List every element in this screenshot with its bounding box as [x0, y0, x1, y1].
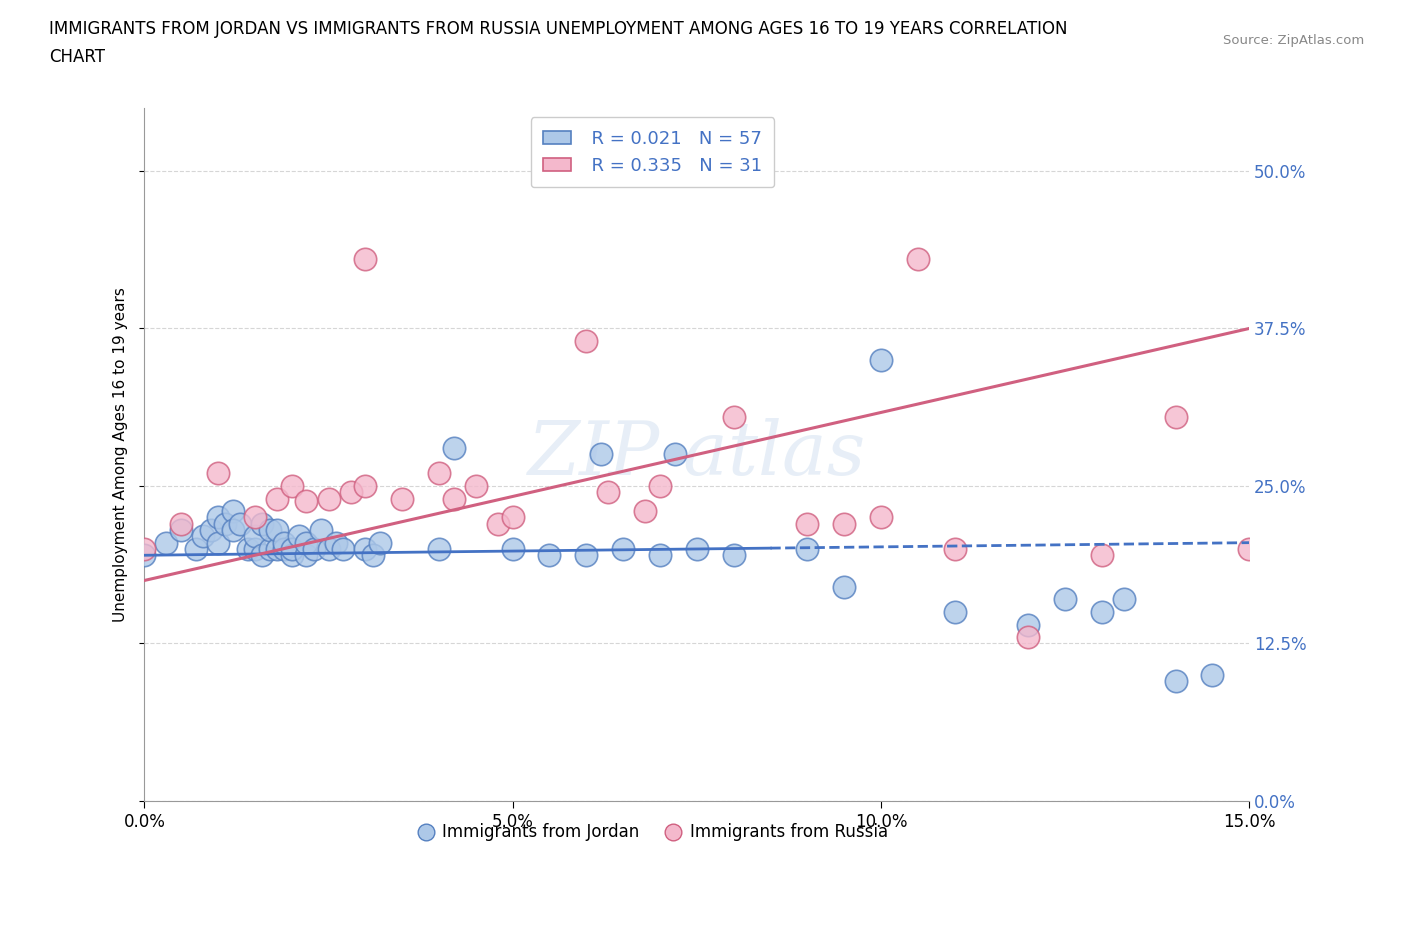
Point: [354, 252, 377, 267]
Point: [295, 494, 318, 509]
Point: [309, 523, 332, 538]
Point: [207, 536, 229, 551]
Point: [266, 541, 288, 556]
Point: [1017, 618, 1039, 632]
Point: [252, 548, 274, 563]
Point: [870, 510, 893, 525]
Text: IMMIGRANTS FROM JORDAN VS IMMIGRANTS FROM RUSSIA UNEMPLOYMENT AMONG AGES 16 TO 1: IMMIGRANTS FROM JORDAN VS IMMIGRANTS FRO…: [49, 20, 1067, 38]
Point: [193, 529, 215, 544]
Point: [598, 485, 620, 499]
Point: [155, 536, 177, 551]
Point: [538, 548, 561, 563]
Point: [318, 541, 340, 556]
Point: [134, 548, 156, 563]
Point: [170, 516, 193, 531]
Point: [1053, 591, 1076, 606]
Point: [686, 541, 709, 556]
Point: [575, 334, 598, 349]
Point: [288, 529, 311, 544]
Point: [332, 541, 354, 556]
Point: [280, 548, 302, 563]
Point: [252, 516, 274, 531]
Point: [170, 523, 193, 538]
Point: [1164, 674, 1187, 689]
Point: [648, 479, 671, 494]
Point: [612, 541, 634, 556]
Point: [200, 523, 222, 538]
Point: [325, 536, 347, 551]
Point: [243, 510, 266, 525]
Point: [222, 504, 245, 519]
Point: [464, 479, 486, 494]
Point: [796, 516, 818, 531]
Point: [870, 352, 893, 367]
Point: [243, 541, 266, 556]
Point: [1201, 668, 1223, 683]
Point: [368, 536, 391, 551]
Point: [236, 541, 259, 556]
Point: [207, 510, 229, 525]
Point: [318, 491, 340, 506]
Point: [280, 479, 302, 494]
Point: [243, 529, 266, 544]
Point: [295, 536, 318, 551]
Point: [443, 491, 465, 506]
Text: CHART: CHART: [49, 48, 105, 66]
Text: ZIP atlas: ZIP atlas: [527, 418, 866, 491]
Point: [832, 579, 855, 594]
Legend: Immigrants from Jordan, Immigrants from Russia: Immigrants from Jordan, Immigrants from …: [411, 817, 894, 848]
Point: [648, 548, 671, 563]
Point: [1017, 630, 1039, 644]
Point: [634, 504, 657, 519]
Point: [266, 491, 288, 506]
Point: [486, 516, 509, 531]
Point: [214, 516, 236, 531]
Point: [427, 466, 450, 481]
Point: [1112, 591, 1135, 606]
Point: [832, 516, 855, 531]
Point: [354, 541, 377, 556]
Point: [589, 447, 612, 462]
Point: [266, 523, 288, 538]
Point: [502, 510, 524, 525]
Point: [427, 541, 450, 556]
Point: [723, 409, 745, 424]
Text: Source: ZipAtlas.com: Source: ZipAtlas.com: [1223, 34, 1364, 47]
Point: [943, 604, 966, 619]
Point: [723, 548, 745, 563]
Point: [259, 523, 281, 538]
Point: [1091, 548, 1114, 563]
Point: [1091, 604, 1114, 619]
Point: [354, 479, 377, 494]
Point: [280, 541, 302, 556]
Point: [273, 536, 295, 551]
Point: [1164, 409, 1187, 424]
Point: [575, 548, 598, 563]
Point: [907, 252, 929, 267]
Point: [222, 523, 245, 538]
Point: [259, 541, 281, 556]
Point: [664, 447, 686, 462]
Point: [302, 541, 325, 556]
Point: [339, 485, 361, 499]
Point: [1237, 541, 1260, 556]
Point: [361, 548, 384, 563]
Point: [134, 541, 156, 556]
Point: [502, 541, 524, 556]
Point: [796, 541, 818, 556]
Point: [229, 516, 252, 531]
Point: [443, 441, 465, 456]
Point: [207, 466, 229, 481]
Point: [295, 548, 318, 563]
Point: [273, 541, 295, 556]
Y-axis label: Unemployment Among Ages 16 to 19 years: Unemployment Among Ages 16 to 19 years: [114, 287, 128, 622]
Point: [943, 541, 966, 556]
Point: [391, 491, 413, 506]
Point: [184, 541, 207, 556]
